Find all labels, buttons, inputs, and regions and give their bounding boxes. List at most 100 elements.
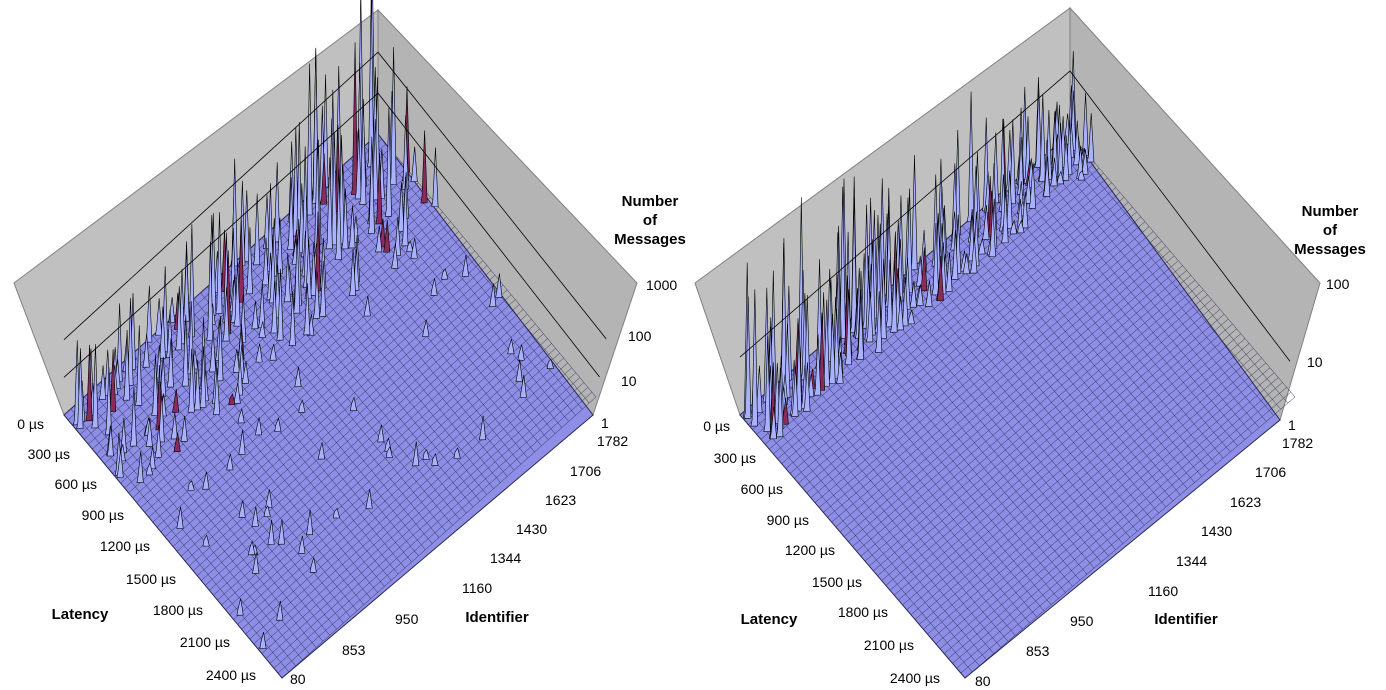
latency-tick: 900 µs xyxy=(82,507,124,523)
surface-peak xyxy=(874,291,883,353)
surface-peak xyxy=(258,321,266,338)
identifier-tick: 1160 xyxy=(1148,583,1178,599)
surface-peak xyxy=(377,424,385,443)
mesh-line xyxy=(1069,133,1296,398)
mesh-line xyxy=(111,372,330,636)
surface-peak xyxy=(228,393,236,406)
surface-peak xyxy=(383,220,391,253)
mesh-line xyxy=(63,414,283,679)
surface-peak xyxy=(384,107,392,217)
chart-right: Number of Messages Latency Identifier 0 … xyxy=(694,6,1366,689)
mesh-line xyxy=(847,323,1073,587)
surface-peak xyxy=(116,449,124,478)
chart-left: Number of Messages Latency Identifier 0 … xyxy=(13,0,686,687)
mesh-line xyxy=(77,402,296,666)
mesh-line xyxy=(152,335,371,599)
surface-peak xyxy=(309,557,317,573)
z-axis-title-line-1: Number xyxy=(1302,203,1359,220)
surface-peak xyxy=(1056,170,1065,185)
surface-peak xyxy=(98,365,107,400)
latency-tick: 600 µs xyxy=(55,476,97,492)
surface-peak xyxy=(1016,137,1025,195)
surface-peak xyxy=(181,314,189,387)
surface-peak xyxy=(267,519,275,545)
surface-peak xyxy=(962,253,970,275)
surface-peak xyxy=(517,344,525,361)
z-tick: 100 xyxy=(1326,276,1350,292)
surface-peak xyxy=(312,271,321,319)
surface-peak xyxy=(385,446,393,459)
z-tick: 1 xyxy=(601,415,609,431)
surface-peak xyxy=(925,280,933,307)
mesh-line xyxy=(861,310,1088,575)
z-tick: 100 xyxy=(628,328,652,344)
latency-tick: 2100 µs xyxy=(180,634,230,650)
mesh-line xyxy=(854,317,1080,581)
latency-tick: 0 µs xyxy=(17,416,44,432)
surface-peak xyxy=(431,453,439,466)
mesh-line xyxy=(186,304,406,569)
surface-peak xyxy=(479,415,487,441)
surface-peak xyxy=(245,227,253,295)
mesh-line xyxy=(200,292,419,556)
surface-peak xyxy=(412,441,420,467)
z-tick-labels: 1 10 100 xyxy=(1288,276,1350,433)
z-gridline xyxy=(63,92,600,378)
surface-peak xyxy=(303,283,311,336)
surface-peak xyxy=(856,295,864,360)
latency-tick: 0 µs xyxy=(703,418,730,434)
mesh-line xyxy=(1055,146,1281,410)
identifier-tick: 1782 xyxy=(1282,435,1313,451)
surface-peak xyxy=(306,509,314,536)
mesh-line xyxy=(357,152,576,416)
mesh-line xyxy=(797,365,1023,630)
latency-tick: 300 µs xyxy=(28,446,70,462)
surface-peak xyxy=(276,600,284,621)
surface-peak xyxy=(222,287,230,342)
identifier-tick-labels: 1782 1706 1623 1430 1344 1160 950 853 80 xyxy=(290,433,628,687)
mesh-line xyxy=(248,249,467,514)
mesh-line xyxy=(91,390,310,654)
surface-peak xyxy=(430,278,438,296)
latency-axis-title: Latency xyxy=(741,611,798,628)
mesh-line xyxy=(1005,188,1231,453)
surface-peak xyxy=(1028,162,1037,209)
surface-peak xyxy=(175,285,183,351)
surface-peak xyxy=(259,631,267,650)
identifier-tick: 80 xyxy=(290,671,306,687)
surface-peak xyxy=(365,489,373,509)
mesh-line xyxy=(159,329,378,593)
surface-peak xyxy=(750,289,758,427)
surface-peak xyxy=(401,115,409,190)
z-tick: 10 xyxy=(621,373,637,389)
surface-peak xyxy=(176,506,184,529)
surface-peak xyxy=(145,462,154,476)
surface-peak xyxy=(441,268,449,280)
surface-peak xyxy=(283,252,291,303)
mesh-line xyxy=(833,335,1059,599)
surface-peak xyxy=(988,206,996,258)
surface-peak xyxy=(106,424,114,457)
mesh-line xyxy=(868,304,1095,569)
surface-peak xyxy=(1042,156,1051,197)
surface-peak xyxy=(422,319,430,337)
surface-peak xyxy=(1050,157,1058,187)
surface-peak xyxy=(129,387,137,447)
surface-peak xyxy=(489,283,497,308)
identifier-tick: 950 xyxy=(395,611,419,627)
surface-peak xyxy=(410,238,418,259)
mesh-line xyxy=(990,201,1217,465)
mesh-line xyxy=(213,280,433,544)
mesh-line xyxy=(782,378,1009,642)
mesh-line xyxy=(1048,152,1274,416)
surface-peak xyxy=(294,366,302,388)
identifier-tick: 853 xyxy=(342,642,366,658)
latency-tick: 1800 µs xyxy=(153,602,203,618)
surface-peak xyxy=(332,507,341,519)
surface-peak xyxy=(298,535,306,554)
mesh-line xyxy=(761,396,987,660)
mesh-line xyxy=(962,225,1188,489)
mesh-line xyxy=(739,414,966,679)
surface-peak xyxy=(348,205,356,249)
surface-peak xyxy=(145,417,153,447)
